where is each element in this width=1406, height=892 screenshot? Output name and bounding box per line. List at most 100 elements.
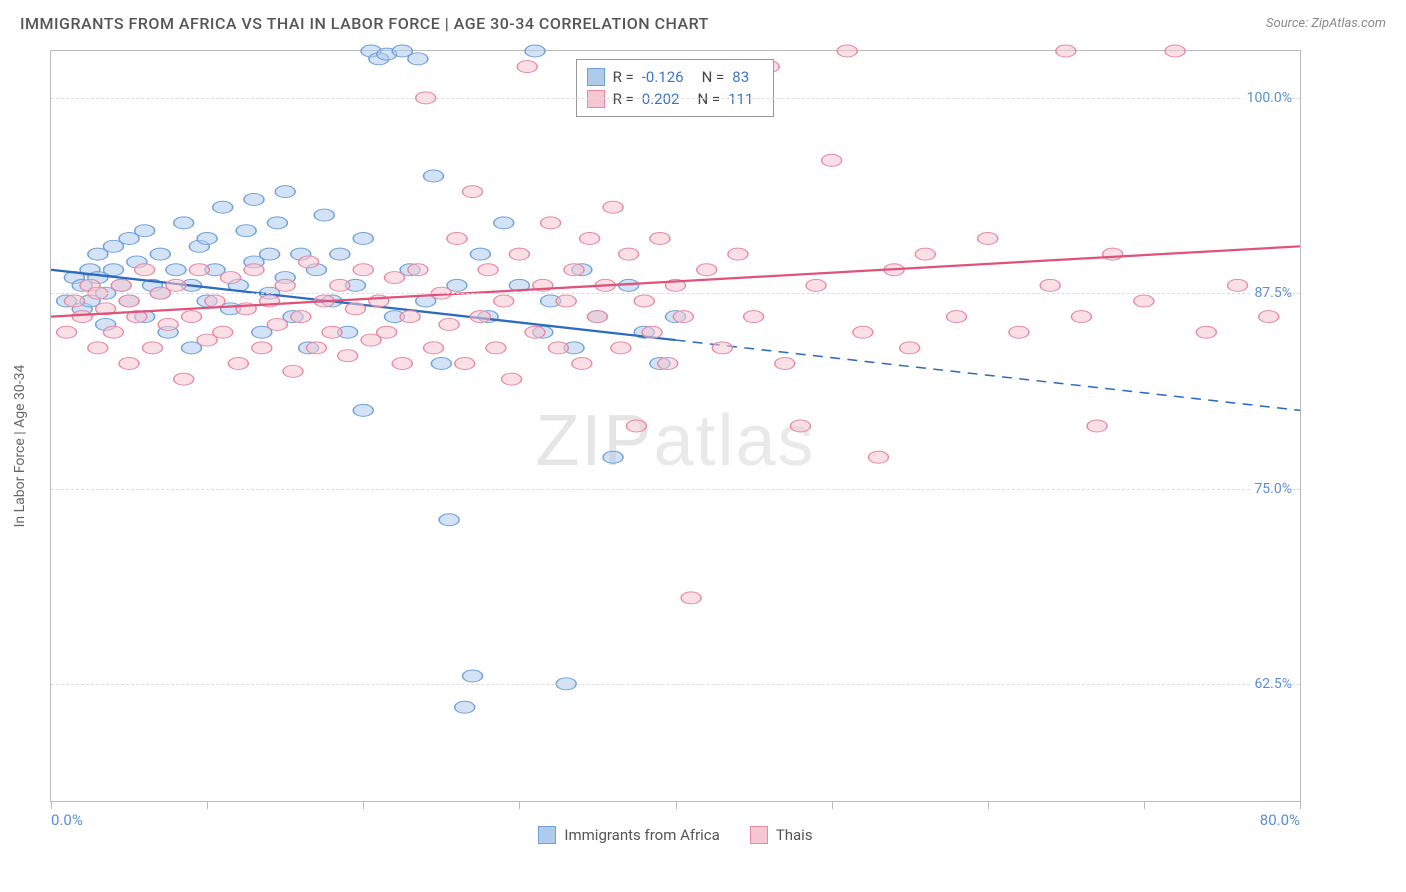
- scatter-point-thai: [88, 342, 108, 354]
- scatter-point-thai: [72, 311, 92, 323]
- n-value-africa: 83: [732, 68, 749, 86]
- scatter-point-thai: [470, 311, 490, 323]
- scatter-point-africa: [330, 248, 350, 260]
- scatter-point-africa: [236, 225, 256, 237]
- scatter-point-thai: [447, 233, 467, 245]
- gridline-h: [51, 98, 1300, 99]
- scatter-point-africa: [275, 186, 295, 198]
- scatter-point-africa: [353, 404, 373, 416]
- scatter-point-thai: [353, 264, 373, 276]
- scatter-point-africa: [244, 193, 264, 205]
- scatter-point-thai: [158, 318, 178, 330]
- scatter-point-thai: [642, 326, 662, 338]
- scatter-point-thai: [64, 295, 84, 307]
- x-tick: [51, 801, 52, 809]
- scatter-point-thai: [291, 311, 311, 323]
- scatter-point-thai: [626, 420, 646, 432]
- plot-container: In Labor Force | Age 30-34 ZIPatlas R = …: [50, 50, 1386, 842]
- scatter-point-thai: [1165, 45, 1185, 57]
- scatter-point-thai: [103, 326, 123, 338]
- scatter-point-africa: [494, 217, 514, 229]
- scatter-point-thai: [572, 358, 592, 370]
- scatter-point-thai: [189, 264, 209, 276]
- scatter-point-thai: [135, 264, 155, 276]
- bottom-legend: Immigrants from Africa Thais: [50, 826, 1301, 844]
- legend-item-africa: Immigrants from Africa: [538, 826, 719, 844]
- scatter-point-africa: [103, 264, 123, 276]
- scatter-point-thai: [392, 358, 412, 370]
- scatter-point-thai: [1009, 326, 1029, 338]
- scatter-point-thai: [1134, 295, 1154, 307]
- scatter-svg: [51, 51, 1300, 801]
- y-tick-label: 75.0%: [1250, 481, 1292, 497]
- scatter-point-africa: [150, 248, 170, 260]
- scatter-point-thai: [205, 295, 225, 307]
- scatter-point-thai: [283, 365, 303, 377]
- scatter-point-thai: [650, 233, 670, 245]
- scatter-point-thai: [166, 279, 186, 291]
- gridline-h: [51, 684, 1300, 685]
- scatter-point-thai: [463, 186, 483, 198]
- scatter-point-thai: [806, 279, 826, 291]
- scatter-point-thai: [837, 45, 857, 57]
- scatter-point-africa: [174, 217, 194, 229]
- scatter-point-thai: [142, 342, 162, 354]
- scatter-point-thai: [728, 248, 748, 260]
- legend-swatch-africa: [538, 826, 556, 844]
- stats-box: R = -0.126 N = 83 R = 0.202 N = 111: [576, 59, 775, 117]
- scatter-point-thai: [400, 311, 420, 323]
- scatter-point-thai: [564, 264, 584, 276]
- scatter-point-thai: [182, 311, 202, 323]
- scatter-point-thai: [580, 233, 600, 245]
- scatter-point-thai: [611, 342, 631, 354]
- scatter-point-africa: [439, 514, 459, 526]
- scatter-point-thai: [221, 272, 241, 284]
- scatter-point-africa: [135, 225, 155, 237]
- scatter-point-thai: [244, 264, 264, 276]
- y-tick-label: 62.5%: [1250, 676, 1292, 692]
- scatter-point-africa: [431, 358, 451, 370]
- scatter-point-thai: [509, 248, 529, 260]
- scatter-point-thai: [228, 358, 248, 370]
- scatter-point-thai: [556, 295, 576, 307]
- scatter-point-thai: [744, 311, 764, 323]
- scatter-point-thai: [267, 318, 287, 330]
- scatter-point-thai: [439, 318, 459, 330]
- scatter-point-thai: [384, 272, 404, 284]
- scatter-point-africa: [525, 45, 545, 57]
- scatter-point-thai: [548, 342, 568, 354]
- legend-item-thai: Thais: [750, 826, 813, 844]
- y-axis-label: In Labor Force | Age 30-34: [12, 365, 28, 528]
- x-tick: [988, 801, 989, 809]
- scatter-point-thai: [658, 358, 678, 370]
- scatter-point-thai: [681, 592, 701, 604]
- scatter-point-thai: [322, 326, 342, 338]
- scatter-point-thai: [525, 326, 545, 338]
- scatter-point-africa: [260, 248, 280, 260]
- x-tick: [1144, 801, 1145, 809]
- scatter-point-thai: [57, 326, 77, 338]
- scatter-point-thai: [1040, 279, 1060, 291]
- stats-row-africa: R = -0.126 N = 83: [587, 66, 764, 88]
- scatter-point-thai: [1071, 311, 1091, 323]
- scatter-point-thai: [338, 350, 358, 362]
- scatter-point-thai: [502, 373, 522, 385]
- x-tick: [832, 801, 833, 809]
- scatter-point-thai: [790, 420, 810, 432]
- scatter-point-thai: [712, 342, 732, 354]
- scatter-point-thai: [697, 264, 717, 276]
- scatter-point-thai: [275, 279, 295, 291]
- legend-label-africa: Immigrants from Africa: [564, 826, 719, 844]
- scatter-point-africa: [213, 201, 233, 213]
- scatter-point-thai: [299, 256, 319, 268]
- scatter-point-thai: [603, 201, 623, 213]
- source-label: Source: ZipAtlas.com: [1266, 16, 1386, 31]
- x-tick: [207, 801, 208, 809]
- n-label: N =: [702, 68, 725, 86]
- scatter-point-thai: [673, 311, 693, 323]
- legend-label-thai: Thais: [776, 826, 813, 844]
- title-bar: IMMIGRANTS FROM AFRICA VS THAI IN LABOR …: [0, 0, 1406, 43]
- legend-swatch-thai: [750, 826, 768, 844]
- r-label: R =: [613, 90, 634, 108]
- scatter-point-thai: [1087, 420, 1107, 432]
